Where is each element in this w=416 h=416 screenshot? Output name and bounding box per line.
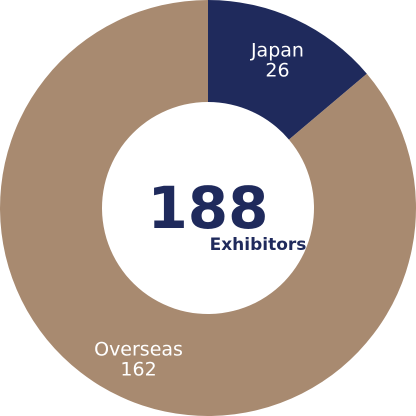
slice-label-overseas: Overseas: [94, 339, 183, 361]
slice-label-japan: Japan: [250, 39, 304, 61]
slice-japan: [208, 0, 367, 140]
slice-value-overseas: 162: [120, 359, 156, 381]
slice-value-japan: 26: [265, 59, 289, 81]
center-summary: 188 Exhibitors: [147, 174, 306, 255]
center-total-value: 188: [147, 174, 268, 242]
center-caption-label: Exhibitors: [210, 235, 307, 255]
